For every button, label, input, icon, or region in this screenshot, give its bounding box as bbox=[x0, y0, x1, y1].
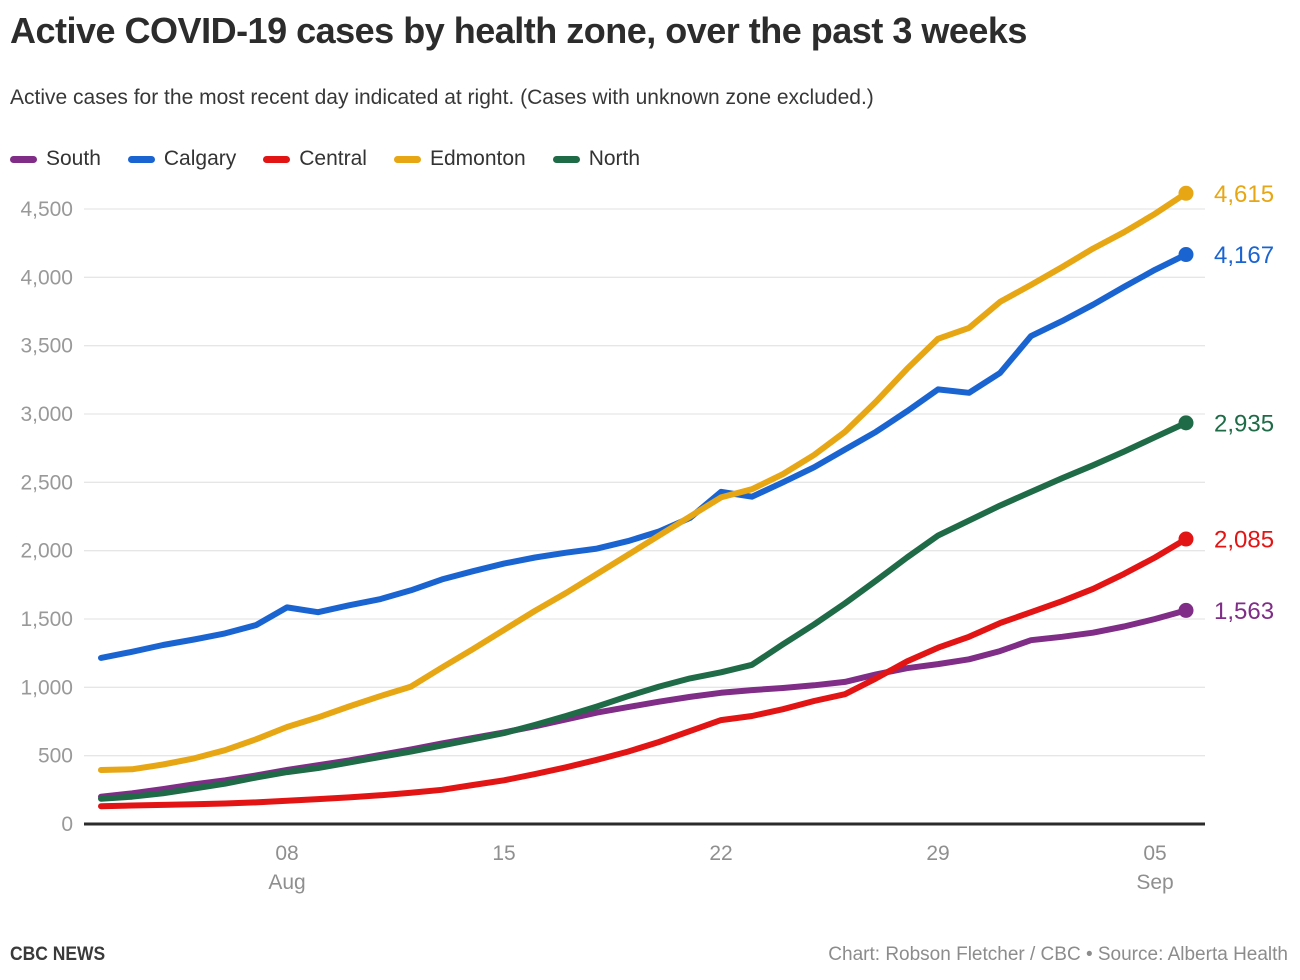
chart-credit: Chart: Robson Fletcher / CBC • Source: A… bbox=[828, 944, 1288, 965]
series-endpoint-south bbox=[1178, 602, 1194, 618]
legend-label: Edmonton bbox=[429, 147, 526, 170]
legend-label: North bbox=[588, 147, 641, 170]
y-axis-label: 1,500 bbox=[20, 608, 73, 631]
legend-item-edmonton: Edmonton bbox=[393, 147, 526, 171]
y-axis-label: 3,500 bbox=[20, 335, 73, 358]
legend-swatch-south bbox=[10, 155, 37, 163]
x-axis-tick-label: 05 bbox=[1143, 842, 1166, 865]
line-chart: 0 500 1,000 1,500 2,000 2,500 3,000 3,500 4,000 4… bbox=[20, 181, 1274, 894]
legend-swatch-calgary bbox=[127, 155, 155, 163]
y-axis-label: 2,000 bbox=[20, 540, 73, 563]
series-end-label-south: 1,563 bbox=[1214, 598, 1274, 625]
x-axis-month-label: Sep bbox=[1136, 871, 1173, 894]
legend-item-north: North bbox=[552, 147, 641, 171]
series-line-calgary bbox=[98, 251, 1189, 661]
series-end-label-central: 2,085 bbox=[1214, 527, 1274, 554]
series-end-label-calgary: 4,167 bbox=[1214, 242, 1274, 269]
legend-item-south: South bbox=[10, 147, 101, 171]
series-end-label-edmonton: 4,615 bbox=[1214, 181, 1274, 208]
legend-label: Calgary bbox=[163, 147, 237, 170]
series-endpoint-north bbox=[1178, 415, 1194, 431]
legend-item-calgary: Calgary bbox=[127, 147, 237, 171]
series-endpoint-edmonton bbox=[1178, 185, 1194, 201]
legend-swatch-central bbox=[263, 155, 291, 163]
legend-item-central: Central bbox=[263, 147, 367, 171]
legend-label: South bbox=[46, 147, 101, 170]
legend: South Calgary Central Edmonton North bbox=[10, 147, 640, 171]
y-axis-label: 0 bbox=[61, 813, 73, 836]
chart-title: Active COVID-19 cases by health zone, ov… bbox=[10, 10, 1027, 51]
x-axis-month-label: Aug bbox=[268, 871, 305, 894]
y-axis-label: 2,500 bbox=[20, 471, 73, 494]
series-line-central bbox=[98, 536, 1189, 810]
legend-label: Central bbox=[299, 147, 367, 170]
y-axis-label: 1,000 bbox=[20, 676, 73, 699]
x-axis-tick-label: 22 bbox=[709, 842, 732, 865]
legend-swatch-north bbox=[552, 155, 580, 163]
y-axis-label: 4,000 bbox=[20, 266, 73, 289]
cbc-news-logo: CBC NEWS bbox=[10, 944, 106, 965]
x-axis-tick-label: 08 bbox=[275, 842, 298, 865]
series-endpoint-central bbox=[1178, 531, 1194, 547]
series-line-edmonton bbox=[98, 190, 1189, 773]
y-axis-label: 500 bbox=[38, 745, 73, 768]
y-axis-label: 4,500 bbox=[20, 198, 73, 221]
series-line-north bbox=[98, 419, 1189, 802]
legend-swatch-edmonton bbox=[393, 155, 421, 163]
x-axis-tick-label: 15 bbox=[492, 842, 515, 865]
series-line-south bbox=[98, 607, 1189, 800]
series-end-label-north: 2,935 bbox=[1214, 410, 1274, 437]
y-axis-label: 3,000 bbox=[20, 403, 73, 426]
series-endpoint-calgary bbox=[1178, 247, 1194, 263]
x-axis-tick-label: 29 bbox=[926, 842, 949, 865]
chart-subtitle: Active cases for the most recent day ind… bbox=[10, 86, 874, 109]
